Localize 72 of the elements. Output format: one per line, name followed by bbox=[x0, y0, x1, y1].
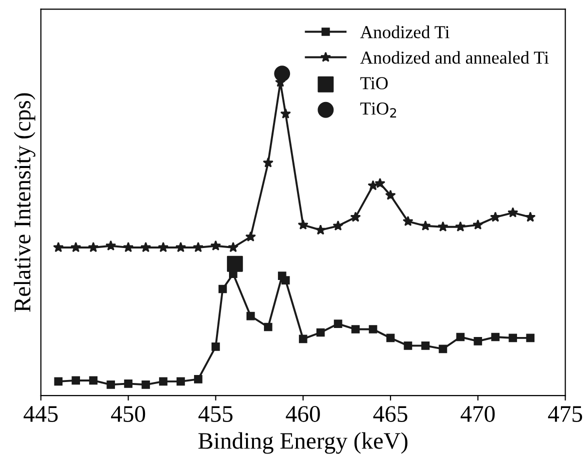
point bbox=[472, 219, 484, 230]
point bbox=[438, 221, 448, 232]
point bbox=[474, 337, 482, 346]
point bbox=[368, 325, 378, 334]
point bbox=[122, 242, 134, 252]
point bbox=[280, 108, 291, 118]
point bbox=[490, 212, 501, 222]
point bbox=[491, 332, 500, 342]
x-axis-title: Binding Energy (keV) bbox=[198, 432, 408, 454]
point bbox=[210, 240, 222, 250]
point bbox=[402, 216, 414, 226]
x-tick-label: 465 bbox=[373, 406, 408, 422]
point bbox=[526, 334, 535, 342]
point bbox=[212, 342, 220, 351]
legend-label: Anodized Ti bbox=[360, 26, 450, 38]
point bbox=[315, 224, 326, 235]
point bbox=[316, 328, 325, 337]
y-axis-title: Relative Intensity (cps) bbox=[14, 93, 36, 312]
point bbox=[525, 212, 536, 222]
point bbox=[351, 325, 360, 334]
point bbox=[70, 242, 82, 252]
point bbox=[264, 322, 272, 332]
point bbox=[508, 207, 518, 218]
point bbox=[142, 380, 150, 389]
point bbox=[124, 380, 132, 388]
point bbox=[438, 344, 448, 354]
point bbox=[334, 320, 342, 328]
point bbox=[175, 242, 186, 252]
point bbox=[54, 377, 63, 386]
point bbox=[159, 377, 168, 386]
x-tick-label: 470 bbox=[460, 406, 495, 422]
point bbox=[455, 221, 466, 232]
point bbox=[89, 376, 98, 385]
point bbox=[245, 231, 256, 242]
legend-label: Anodized and annealed Ti bbox=[360, 51, 549, 64]
point bbox=[218, 284, 227, 294]
x-tick-label: 445 bbox=[24, 406, 58, 422]
point bbox=[176, 377, 185, 386]
point bbox=[274, 66, 290, 82]
point bbox=[88, 242, 99, 252]
point bbox=[374, 178, 386, 188]
point bbox=[281, 276, 290, 284]
point bbox=[105, 240, 116, 250]
point bbox=[508, 334, 518, 342]
point bbox=[192, 242, 204, 252]
point bbox=[298, 219, 308, 230]
point bbox=[194, 375, 202, 384]
point bbox=[420, 220, 431, 231]
point bbox=[385, 190, 396, 200]
x-tick-label: 455 bbox=[198, 406, 232, 422]
point bbox=[140, 242, 152, 252]
point bbox=[350, 212, 361, 222]
point bbox=[332, 220, 344, 231]
x-tick-label: 450 bbox=[111, 406, 146, 422]
point bbox=[226, 256, 243, 272]
legend-label: TiO$_{2}$ bbox=[360, 102, 396, 118]
point bbox=[53, 242, 64, 252]
x-tick-label: 475 bbox=[548, 406, 582, 422]
point bbox=[421, 342, 430, 350]
point bbox=[228, 242, 238, 252]
point bbox=[262, 157, 274, 168]
legend-label: TiO bbox=[360, 77, 388, 90]
point bbox=[386, 334, 395, 342]
point bbox=[298, 334, 308, 344]
point bbox=[368, 180, 378, 190]
point bbox=[158, 242, 169, 252]
point bbox=[246, 312, 255, 320]
point bbox=[456, 332, 465, 342]
point bbox=[404, 342, 412, 350]
x-tick-label: 460 bbox=[286, 406, 320, 422]
point bbox=[106, 380, 115, 389]
point bbox=[72, 376, 80, 385]
